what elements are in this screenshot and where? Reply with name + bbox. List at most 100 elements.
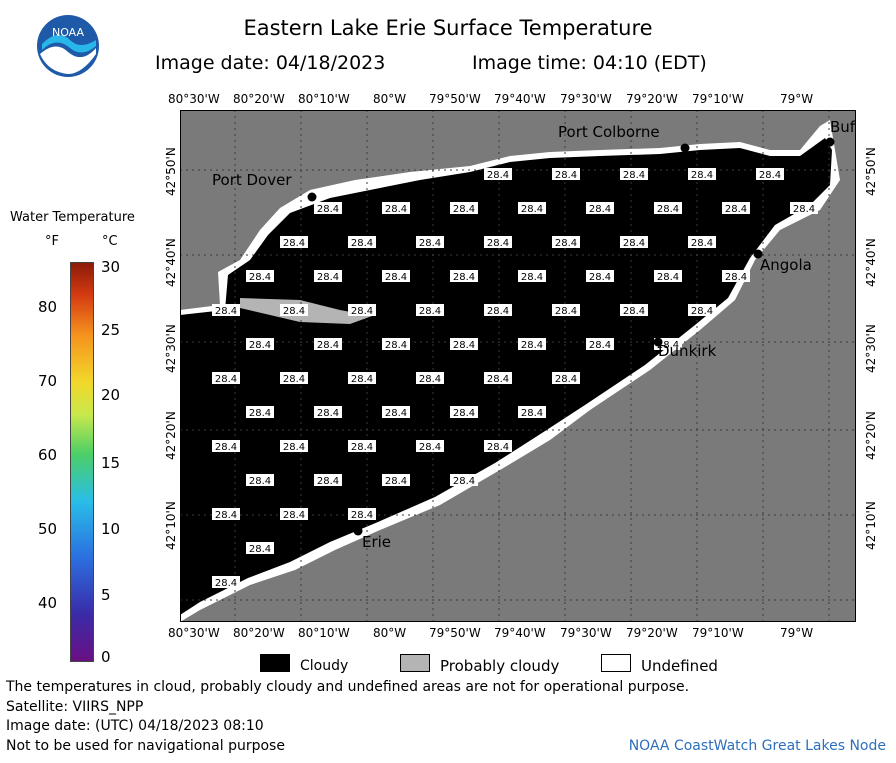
temp-label: 28.4 — [283, 442, 305, 453]
c-tick: 0 — [101, 648, 111, 666]
c-tick: 10 — [101, 520, 121, 538]
c-tick: 20 — [101, 386, 121, 404]
disclaimer-text: The temperatures in cloud, probably clou… — [6, 679, 690, 695]
temp-label-bg — [314, 270, 342, 282]
temp-label-bg — [246, 542, 274, 554]
temp-label-bg — [382, 202, 410, 214]
temp-label-bg — [552, 236, 580, 248]
utc-date-text: Image date: (UTC) 04/18/2023 08:10 — [6, 718, 264, 734]
c-tick: 5 — [101, 586, 111, 604]
temp-label-bg — [348, 508, 376, 520]
temp-label: 28.4 — [759, 170, 781, 181]
temp-label-bg — [688, 236, 716, 248]
temp-label: 28.4 — [283, 510, 305, 521]
temp-label: 28.4 — [317, 204, 339, 215]
c-tick: 25 — [101, 321, 121, 339]
temp-label: 28.4 — [657, 204, 679, 215]
temp-label: 28.4 — [453, 408, 475, 419]
temp-label-bg — [280, 236, 308, 248]
lon-label-top: 80°W — [373, 92, 407, 106]
temp-label: 28.4 — [283, 306, 305, 317]
temp-label-bg — [382, 338, 410, 350]
f-tick: 50 — [38, 520, 58, 538]
f-tick: 60 — [38, 446, 58, 464]
lat-label-right: 42°30'N — [864, 324, 878, 373]
temp-label: 28.4 — [419, 442, 441, 453]
temp-label: 28.4 — [793, 204, 815, 215]
temp-label: 28.4 — [249, 544, 271, 555]
temp-label: 28.4 — [249, 476, 271, 487]
temp-label-bg — [212, 304, 240, 316]
page-title: Eastern Lake Erie Surface Temperature — [243, 16, 653, 40]
temp-label-bg — [722, 202, 750, 214]
temp-label: 28.4 — [317, 476, 339, 487]
legend-title: Water Temperature — [10, 210, 135, 225]
f-tick: 70 — [38, 372, 58, 390]
temp-label: 28.4 — [453, 340, 475, 351]
satellite-text: Satellite: VIIRS_NPP — [6, 699, 144, 715]
temp-label-bg — [552, 168, 580, 180]
temp-label: 28.4 — [487, 170, 509, 181]
temp-label-bg — [280, 440, 308, 452]
temp-label: 28.4 — [249, 272, 271, 283]
temperature-labels: 28.4 28.4 28.4 28.4 28.4 28.4 28.4 28.4 28.4 28.4… — [212, 168, 818, 589]
temp-label: 28.4 — [487, 306, 509, 317]
temp-label: 28.4 — [283, 374, 305, 385]
temp-label: 28.4 — [419, 374, 441, 385]
temp-label-bg — [348, 372, 376, 384]
temp-label: 28.4 — [725, 204, 747, 215]
temp-label: 28.4 — [215, 374, 237, 385]
temp-label: 28.4 — [385, 204, 407, 215]
temp-label-bg — [280, 372, 308, 384]
temp-label: 28.4 — [249, 340, 271, 351]
temp-label-bg — [450, 338, 478, 350]
temp-label: 28.4 — [487, 238, 509, 249]
unit-celsius: °C — [102, 234, 118, 249]
temp-label-bg — [756, 168, 784, 180]
temp-label: 28.4 — [623, 170, 645, 181]
temp-label: 28.4 — [351, 510, 373, 521]
temp-label-bg — [484, 372, 512, 384]
lon-label-top: 80°20'W — [233, 92, 285, 106]
lon-label-top: 79°20'W — [626, 92, 678, 106]
temp-label-bg — [688, 304, 716, 316]
city-dot-erie — [353, 526, 363, 536]
temp-label-bg — [314, 406, 342, 418]
temp-label-bg — [586, 202, 614, 214]
lon-label-bottom: 80°30'W — [168, 626, 220, 640]
temp-label-bg — [450, 406, 478, 418]
temp-label: 28.4 — [283, 238, 305, 249]
temp-label-bg — [382, 474, 410, 486]
temp-label: 28.4 — [623, 238, 645, 249]
credit-text: NOAA CoastWatch Great Lakes Node — [628, 738, 886, 754]
temp-label-bg — [654, 202, 682, 214]
temp-label: 28.4 — [589, 272, 611, 283]
temp-label: 28.4 — [351, 306, 373, 317]
temp-label: 28.4 — [453, 476, 475, 487]
temp-label-bg — [280, 304, 308, 316]
temp-label: 28.4 — [691, 170, 713, 181]
temp-label: 28.4 — [215, 442, 237, 453]
city-label-angola: Angola — [760, 256, 812, 274]
city-label-erie: Erie — [362, 533, 391, 551]
temp-label-bg — [314, 338, 342, 350]
temp-label-bg — [246, 406, 274, 418]
temp-label: 28.4 — [249, 408, 271, 419]
city-dot-port-colborne — [680, 143, 690, 153]
temp-label-bg — [552, 304, 580, 316]
lon-label-bottom: 80°W — [373, 626, 407, 640]
temp-label-bg — [416, 372, 444, 384]
temp-label-bg — [790, 202, 818, 214]
temp-label-bg — [484, 304, 512, 316]
temp-label: 28.4 — [657, 272, 679, 283]
legend-label-cloudy: Cloudy — [300, 658, 349, 674]
lat-label-right: 42°20'N — [864, 411, 878, 460]
legend-label-undefined: Undefined — [641, 657, 718, 675]
temp-label: 28.4 — [317, 340, 339, 351]
city-dot-port-dover — [307, 192, 317, 202]
temp-label-bg — [382, 406, 410, 418]
temp-label-bg — [382, 270, 410, 282]
lon-label-bottom: 79°40'W — [494, 626, 546, 640]
temp-label-bg — [484, 168, 512, 180]
graticule — [180, 110, 856, 622]
